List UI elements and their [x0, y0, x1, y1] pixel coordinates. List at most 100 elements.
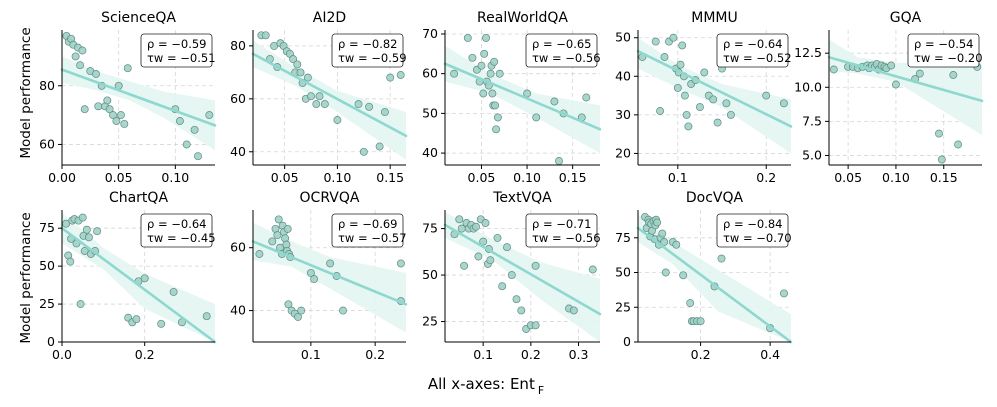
- data-point-6: [647, 226, 656, 235]
- data-point-18: [935, 129, 943, 138]
- data-point-1: [651, 37, 660, 46]
- x-tick-label: 0.1: [301, 347, 321, 362]
- x-tick-label: 0.05: [834, 170, 862, 185]
- x-tick-label: 0.2: [135, 347, 155, 362]
- panel-gqa: 0.05 0.10 0.15 5.0 7.5 10.0 12.5 GQA ρ = −0.54τw…: [794, 10, 984, 185]
- y-tick-label: 25: [422, 314, 438, 329]
- data-point-2: [656, 107, 665, 115]
- data-point-18: [315, 92, 324, 101]
- shared-x-axis-label-main: All x-axes: Ent: [428, 375, 535, 393]
- data-point-13: [84, 233, 93, 242]
- data-point-7: [78, 46, 87, 55]
- y-tick-label: 12.5: [794, 45, 822, 60]
- data-point-21: [123, 64, 132, 73]
- weighted-tau-label: τw = −0.20: [914, 51, 983, 65]
- confidence-band: [62, 56, 215, 151]
- panel-title: ScienceQA: [101, 10, 176, 26]
- data-point-9: [676, 60, 685, 69]
- data-point-17: [498, 282, 507, 291]
- data-point-20: [306, 268, 315, 277]
- data-point-27: [205, 111, 214, 120]
- regression-line: [251, 52, 408, 138]
- spearman-rho-label: ρ = −0.54: [914, 37, 974, 51]
- y-tick-label: 7.5: [802, 113, 822, 128]
- data-point-12: [283, 224, 292, 233]
- regression-line: [443, 62, 602, 131]
- data-point-3: [660, 53, 669, 61]
- data-point-7: [480, 49, 489, 58]
- x-tick-label: 0.00: [48, 170, 76, 185]
- x-tick-label: 0.3: [569, 347, 589, 362]
- data-point-6: [479, 89, 488, 98]
- data-point-27: [569, 306, 578, 315]
- data-point-0: [450, 69, 459, 78]
- data-point-20: [949, 71, 958, 79]
- regression-line: [636, 49, 793, 128]
- data-point-15: [891, 80, 900, 89]
- data-point-11: [293, 60, 302, 69]
- data-point-24: [375, 142, 384, 151]
- spearman-rho-label: ρ = −0.64: [723, 37, 783, 51]
- panel-title: RealWorldQA: [477, 10, 568, 26]
- data-point-16: [493, 233, 502, 242]
- data-point-25: [190, 125, 199, 134]
- y-tick-label: 40: [230, 303, 246, 318]
- regression-line: [60, 68, 217, 127]
- data-point-11: [653, 218, 662, 227]
- regression-line: [443, 223, 602, 316]
- data-point-15: [486, 256, 495, 265]
- y-tick-label: 60: [39, 136, 55, 151]
- data-point-25: [202, 312, 211, 321]
- y-axis-label-bottom: Model performance: [18, 212, 34, 343]
- stats-box: [907, 33, 980, 68]
- data-point-3: [273, 231, 282, 240]
- y-tick-label: 20: [615, 145, 631, 160]
- data-point-14: [684, 122, 693, 131]
- data-point-15: [660, 238, 669, 246]
- data-point-18: [672, 240, 681, 249]
- regression-line: [827, 55, 984, 103]
- panel-title: DocVQA: [686, 190, 744, 206]
- data-point-22: [326, 259, 335, 268]
- data-point-0: [829, 65, 838, 74]
- data-point-24: [696, 317, 705, 326]
- stats-box: [716, 33, 789, 68]
- data-point-12: [82, 225, 91, 234]
- data-point-20: [512, 295, 521, 304]
- x-tick-label: 0.10: [323, 170, 351, 185]
- stats-box: [716, 213, 789, 248]
- data-point-24: [531, 321, 540, 330]
- data-point-20: [709, 95, 718, 104]
- data-point-21: [310, 275, 319, 284]
- panel-realworldqa: 0.05 0.10 0.15 40 50 60 70 RealWorldQA ρ = −0.65…: [422, 10, 602, 185]
- data-point-26: [194, 152, 202, 161]
- data-point-23: [169, 287, 178, 296]
- weighted-tau-label: τw = −0.59: [338, 51, 407, 65]
- panel-title: ChartQA: [109, 190, 168, 206]
- data-point-24: [726, 110, 735, 119]
- data-point-11: [80, 247, 89, 255]
- weighted-tau-label: τw = −0.52: [723, 51, 792, 65]
- y-tick-label: 40: [422, 145, 438, 160]
- data-point-23: [722, 99, 731, 108]
- data-point-1: [455, 215, 464, 224]
- x-tick-label: 0.10: [161, 170, 189, 185]
- y-tick-label: 75: [615, 230, 631, 245]
- data-point-23: [365, 102, 374, 111]
- data-point-19: [937, 155, 946, 164]
- data-point-21: [354, 100, 363, 109]
- y-axis-label-top: Model performance: [18, 27, 34, 158]
- confidence-band: [253, 40, 406, 160]
- data-point-18: [493, 113, 502, 122]
- stats-box: [140, 213, 213, 248]
- data-point-1: [463, 33, 472, 42]
- data-point-1: [268, 237, 277, 246]
- x-tick-label: 0.05: [271, 170, 299, 185]
- y-tick-label: 50: [615, 30, 631, 45]
- spearman-rho-label: ρ = −0.84: [723, 217, 783, 231]
